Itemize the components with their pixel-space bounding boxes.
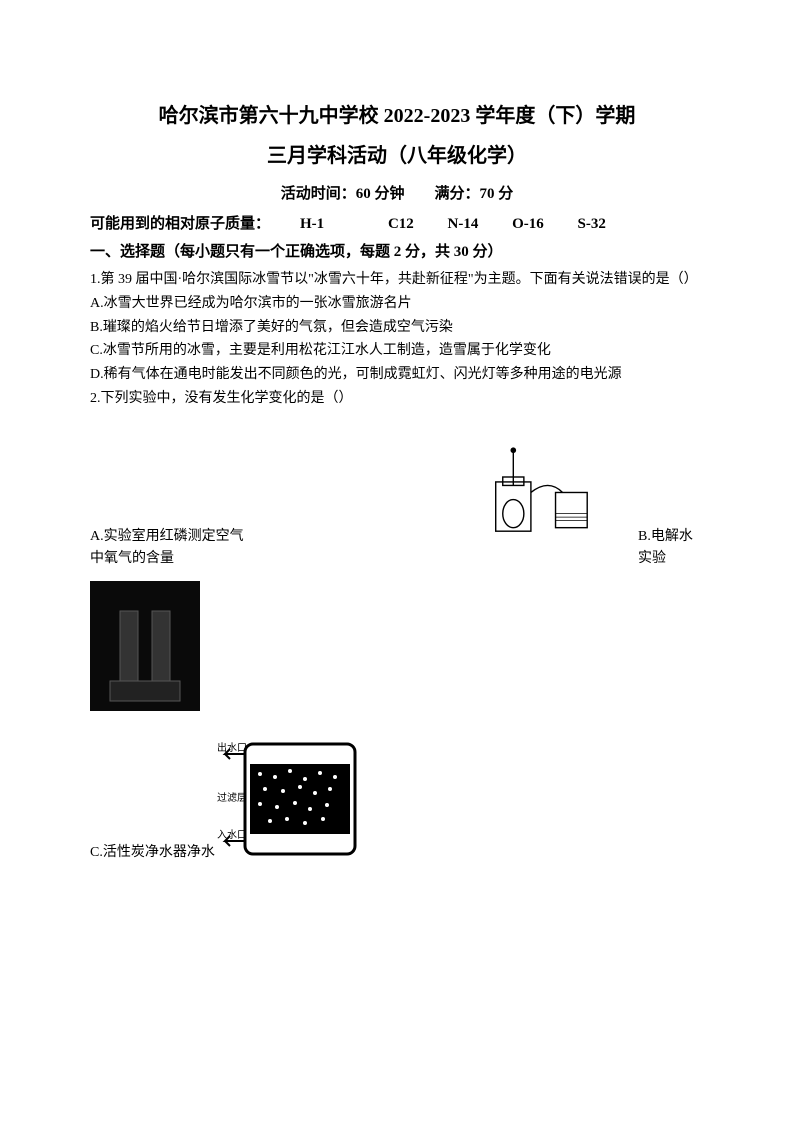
q1-stem: 1.第 39 届中国·哈尔滨国际冰雪节以"冰雪六十年，共赴新征程"为主题。下面有… bbox=[90, 268, 704, 292]
atomic-mass-label: 可能用到的相对原子质量： bbox=[90, 212, 270, 236]
q1-option-a: A.冰雪大世界已经成为哈尔滨市的一张冰雪旅游名片 bbox=[90, 292, 704, 316]
mass-c: C12 bbox=[388, 212, 414, 236]
section-1-header: 一、选择题（每小题只有一个正确选项，每题 2 分，共 30 分） bbox=[90, 240, 704, 264]
mass-h: H-1 bbox=[300, 212, 324, 236]
q2-image-b-wrapper bbox=[90, 581, 704, 719]
q2-option-b-label: B.电解水实验 bbox=[638, 526, 704, 571]
q2-row-a-b: A.实验室用红磷测定空气中氧气的含量 B.电解水实验 bbox=[90, 421, 704, 571]
mass-s: S-32 bbox=[578, 212, 606, 236]
apparatus-image-c: 出水口 过滤层 入水口 bbox=[215, 729, 365, 864]
mass-o: O-16 bbox=[512, 212, 544, 236]
svg-text:入水口: 入水口 bbox=[217, 829, 247, 841]
q1-option-b: B.璀璨的焰火给节日增添了美好的气氛，但会造成空气污染 bbox=[90, 316, 704, 340]
exam-info: 活动时间：60 分钟 满分：70 分 bbox=[90, 182, 704, 206]
title-line-2: 三月学科活动（八年级化学） bbox=[90, 140, 704, 172]
q2-row-c: C.活性炭净水器净水 出水口 过滤层 入水口 bbox=[90, 729, 704, 864]
svg-text:过滤层: 过滤层 bbox=[217, 791, 247, 804]
q2-stem: 2.下列实验中，没有发生化学变化的是（） bbox=[90, 387, 704, 411]
title-line-1: 哈尔滨市第六十九中学校 2022-2023 学年度（下）学期 bbox=[90, 100, 704, 132]
atomic-mass-line: 可能用到的相对原子质量： H-1 C12 N-14 O-16 S-32 bbox=[90, 212, 704, 236]
atomic-label: 可能用到的相对原子质量： H-1 bbox=[90, 212, 354, 236]
apparatus-image-a bbox=[457, 421, 598, 571]
svg-text:出水口: 出水口 bbox=[217, 741, 247, 754]
q2-option-a-label: A.实验室用红磷测定空气中氧气的含量 bbox=[90, 526, 257, 571]
apparatus-image-b bbox=[90, 581, 200, 711]
q2-option-c-label: C.活性炭净水器净水 bbox=[90, 842, 215, 864]
q1-option-d: D.稀有气体在通电时能发出不同颜色的光，可制成霓虹灯、闪光灯等多种用途的电光源 bbox=[90, 363, 704, 387]
q1-option-c: C.冰雪节所用的冰雪，主要是利用松花江江水人工制造，造雪属于化学变化 bbox=[90, 339, 704, 363]
mass-n: N-14 bbox=[448, 212, 479, 236]
